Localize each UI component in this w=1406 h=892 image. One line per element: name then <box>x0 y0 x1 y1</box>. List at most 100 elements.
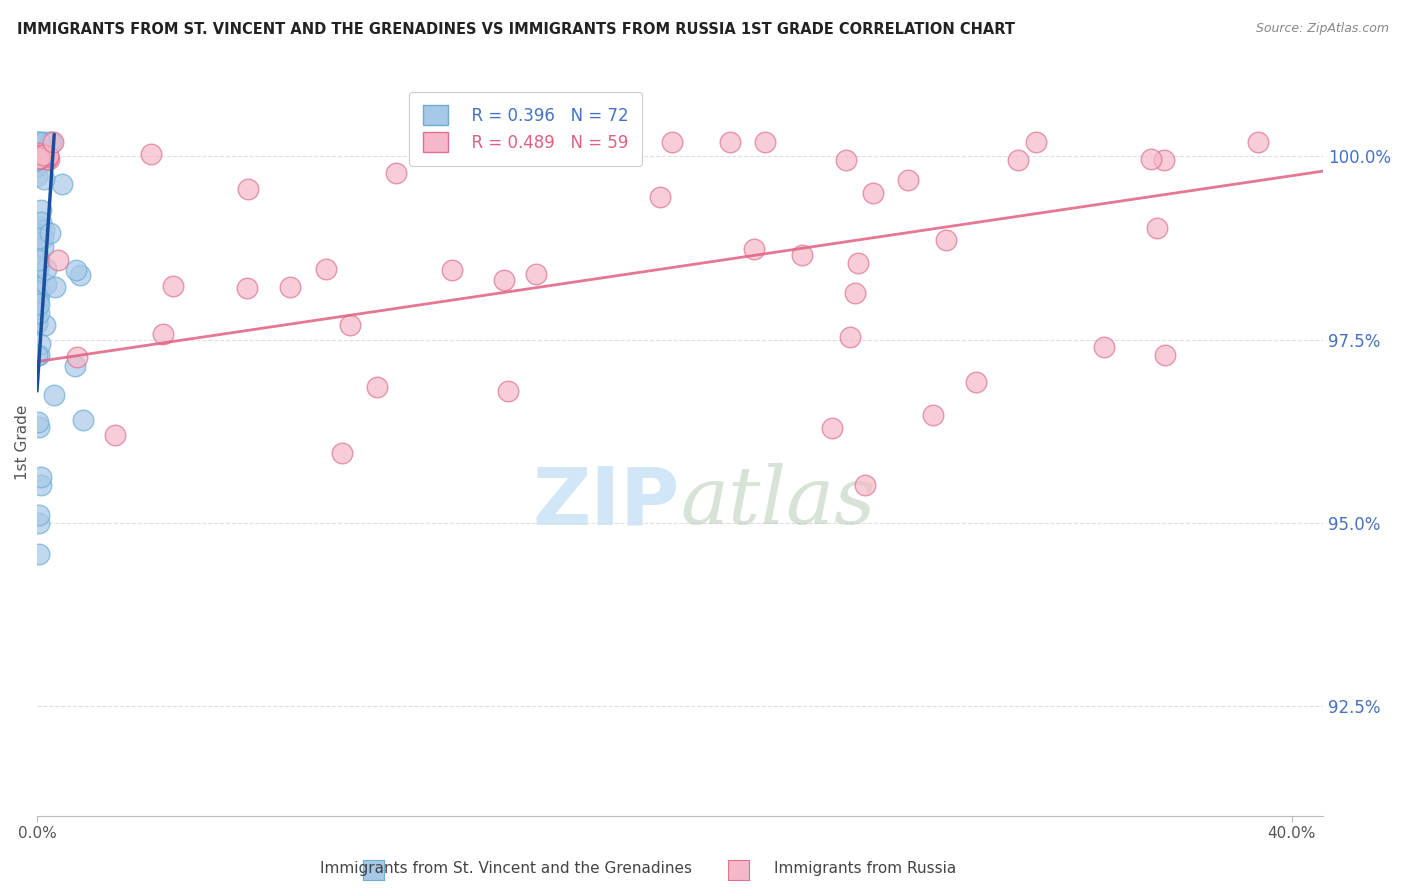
Point <box>28 152 51 166</box>
Point <box>31 153 53 167</box>
Point <box>25 153 48 167</box>
Point <box>27 259 49 273</box>
Point <box>32 172 55 186</box>
Point <box>897 172 920 186</box>
Point <box>236 182 259 196</box>
Point <box>718 135 741 149</box>
Point <box>44 280 66 294</box>
Point <box>25 148 48 162</box>
Point <box>27 249 49 263</box>
Point <box>440 263 463 277</box>
Point <box>37 149 59 163</box>
Point <box>39 135 62 149</box>
Point <box>25 159 48 173</box>
Point <box>1154 348 1177 362</box>
Point <box>31 150 53 164</box>
Point <box>25 227 48 241</box>
Text: Immigrants from St. Vincent and the Grenadines: Immigrants from St. Vincent and the Gren… <box>321 861 692 876</box>
Point <box>27 149 49 163</box>
Point <box>330 446 353 460</box>
Text: Immigrants from Russia: Immigrants from Russia <box>773 861 956 876</box>
Point <box>28 336 51 351</box>
Point <box>27 420 49 434</box>
Point <box>28 151 51 165</box>
Point <box>30 151 52 165</box>
Point <box>27 250 49 264</box>
Point <box>742 242 765 256</box>
Point <box>30 202 52 217</box>
Point <box>835 153 858 167</box>
Point <box>27 151 49 165</box>
Point <box>28 348 51 362</box>
Point <box>1146 221 1168 235</box>
Point <box>494 272 516 286</box>
Point <box>28 220 51 235</box>
Point <box>496 384 519 398</box>
Point <box>1153 153 1175 167</box>
Point <box>30 215 52 229</box>
Text: IMMIGRANTS FROM ST. VINCENT AND THE GRENADINES VS IMMIGRANTS FROM RUSSIA 1ST GRA: IMMIGRANTS FROM ST. VINCENT AND THE GREN… <box>17 22 1015 37</box>
Point <box>648 190 671 204</box>
Point <box>34 147 56 161</box>
Text: atlas: atlas <box>681 463 876 541</box>
Point <box>72 413 94 427</box>
Point <box>32 135 55 149</box>
Point <box>30 151 52 165</box>
Point <box>25 148 48 162</box>
Point <box>27 263 49 277</box>
Point <box>27 302 49 317</box>
Point <box>1247 135 1270 149</box>
Point <box>41 135 63 149</box>
Point <box>661 135 683 149</box>
Point <box>844 285 866 300</box>
Point <box>38 152 60 166</box>
Point <box>152 326 174 341</box>
Point <box>821 421 844 435</box>
Point <box>31 240 53 254</box>
Point <box>28 135 51 149</box>
Point <box>28 305 51 319</box>
Point <box>25 316 48 330</box>
Point <box>235 280 257 294</box>
Point <box>34 318 56 332</box>
Point <box>46 253 69 268</box>
Point <box>853 478 876 492</box>
Text: ZIP: ZIP <box>533 463 681 541</box>
Point <box>31 149 53 163</box>
Point <box>27 249 49 263</box>
Point <box>66 351 89 365</box>
Point <box>965 376 987 390</box>
Point <box>28 547 51 561</box>
Point <box>278 279 301 293</box>
Point <box>28 252 51 267</box>
Point <box>922 408 945 422</box>
Point <box>28 149 51 163</box>
Point <box>27 516 49 530</box>
Point <box>1007 153 1029 167</box>
Point <box>28 231 51 245</box>
Point <box>385 166 408 180</box>
Point <box>34 148 56 162</box>
Point <box>27 135 49 149</box>
Point <box>1140 153 1163 167</box>
Point <box>28 285 51 300</box>
Point <box>28 508 51 523</box>
Point <box>162 278 184 293</box>
Point <box>104 428 127 442</box>
Point <box>32 147 55 161</box>
Point <box>366 379 388 393</box>
Point <box>63 359 86 374</box>
Point <box>32 230 55 244</box>
Point <box>315 262 337 277</box>
Point <box>28 153 51 167</box>
Point <box>27 284 49 298</box>
Point <box>38 226 60 240</box>
Point <box>51 177 73 191</box>
Point <box>28 151 51 165</box>
Point <box>27 150 49 164</box>
Point <box>1092 340 1115 354</box>
Point <box>30 478 52 492</box>
Point <box>27 146 49 161</box>
Text: Source: ZipAtlas.com: Source: ZipAtlas.com <box>1256 22 1389 36</box>
Point <box>35 277 58 291</box>
